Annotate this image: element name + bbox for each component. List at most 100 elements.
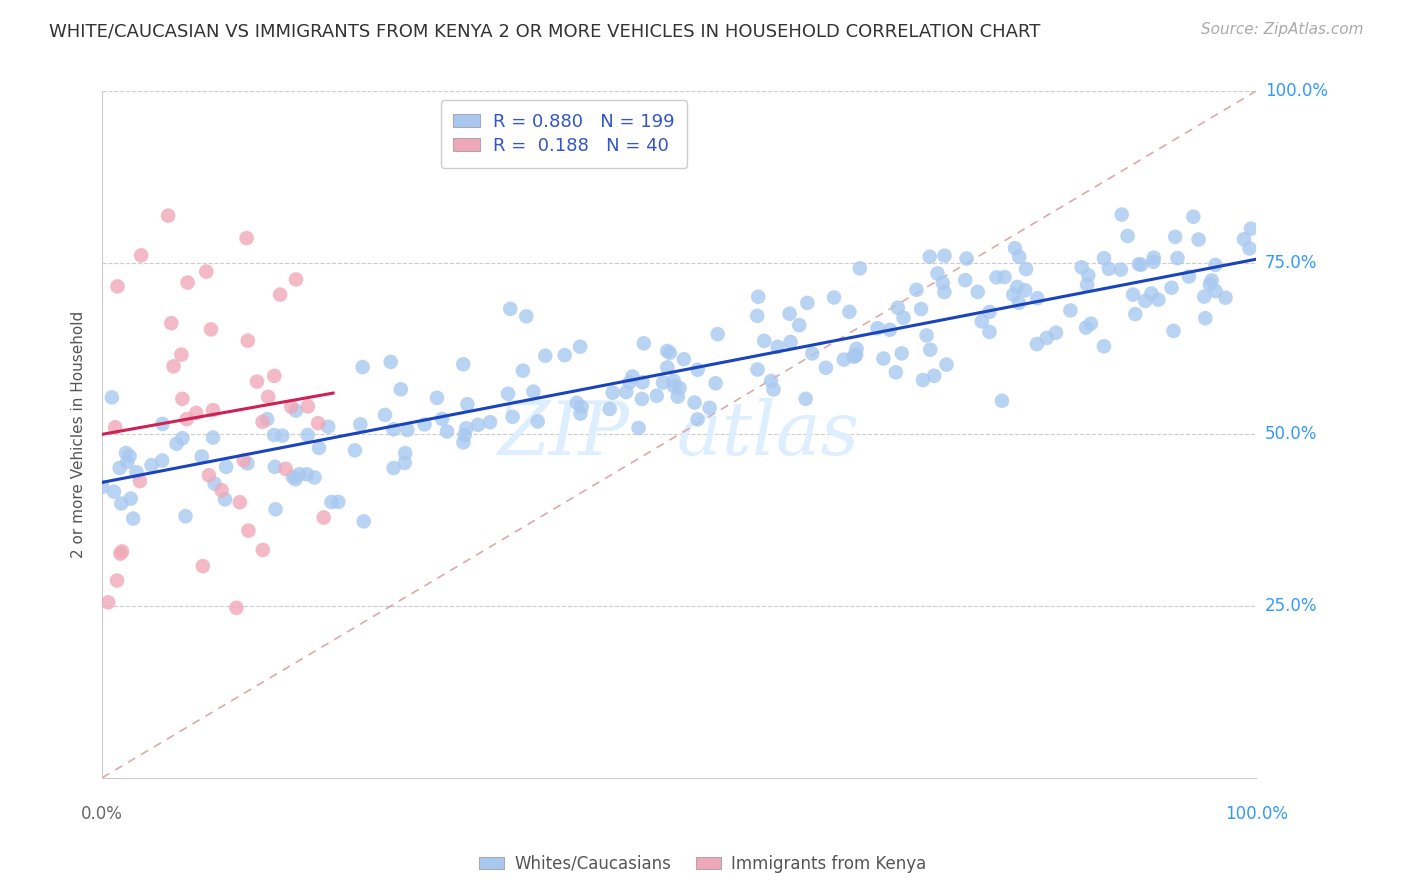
Point: [281, 470, 304, 484]
Point: [966, 285, 988, 299]
Text: ZIP  atlas: ZIP atlas: [498, 398, 860, 471]
Point: [295, 467, 318, 482]
Point: [832, 352, 855, 367]
Point: [190, 450, 212, 464]
Point: [1070, 260, 1092, 275]
Point: [1128, 257, 1150, 271]
Point: [845, 348, 868, 362]
Point: [932, 276, 955, 290]
Point: [658, 346, 681, 360]
Point: [619, 376, 641, 390]
Point: [172, 431, 194, 445]
Point: [454, 428, 477, 442]
Point: [479, 415, 502, 429]
Point: [683, 395, 706, 409]
Point: [814, 360, 837, 375]
Point: [991, 393, 1014, 408]
Point: [794, 392, 817, 406]
Point: [436, 425, 458, 439]
Point: [1143, 251, 1166, 265]
Point: [893, 310, 915, 325]
Point: [125, 465, 148, 479]
Point: [845, 342, 868, 356]
Point: [256, 412, 278, 426]
Point: [915, 328, 938, 343]
Point: [645, 389, 668, 403]
Point: [1240, 221, 1263, 235]
Point: [879, 323, 901, 337]
Point: [257, 390, 280, 404]
Point: [236, 457, 259, 471]
Point: [1004, 241, 1026, 255]
Point: [1142, 254, 1164, 268]
Point: [211, 483, 233, 498]
Point: [316, 419, 339, 434]
Point: [1167, 251, 1189, 265]
Point: [1045, 326, 1067, 340]
Point: [122, 511, 145, 525]
Point: [759, 374, 782, 388]
Point: [1205, 284, 1227, 298]
Point: [621, 369, 644, 384]
Point: [920, 343, 942, 357]
Point: [456, 397, 478, 411]
Point: [515, 310, 537, 324]
Point: [1123, 307, 1146, 321]
Point: [934, 285, 956, 299]
Point: [1233, 232, 1256, 246]
Point: [382, 461, 405, 475]
Point: [686, 362, 709, 376]
Point: [754, 334, 776, 348]
Point: [1007, 280, 1029, 294]
Point: [1077, 268, 1099, 283]
Point: [1187, 233, 1209, 247]
Point: [935, 358, 957, 372]
Point: [1122, 287, 1144, 301]
Point: [1098, 261, 1121, 276]
Point: [779, 334, 801, 349]
Point: [214, 492, 236, 507]
Point: [202, 403, 225, 417]
Text: 100.0%: 100.0%: [1225, 805, 1288, 823]
Point: [1076, 277, 1098, 292]
Point: [201, 431, 224, 445]
Point: [141, 458, 163, 473]
Point: [838, 305, 860, 319]
Point: [128, 474, 150, 488]
Point: [105, 574, 128, 588]
Point: [668, 381, 690, 395]
Point: [918, 250, 941, 264]
Point: [631, 392, 654, 406]
Point: [672, 352, 695, 367]
Point: [766, 340, 789, 354]
Point: [236, 334, 259, 348]
Point: [534, 349, 557, 363]
Point: [104, 420, 127, 434]
Point: [1239, 241, 1261, 255]
Point: [413, 417, 436, 432]
Text: WHITE/CAUCASIAN VS IMMIGRANTS FROM KENYA 2 OR MORE VEHICLES IN HOUSEHOLD CORRELA: WHITE/CAUCASIAN VS IMMIGRANTS FROM KENYA…: [49, 22, 1040, 40]
Point: [522, 384, 544, 399]
Y-axis label: 2 or more Vehicles in Household: 2 or more Vehicles in Household: [72, 310, 86, 558]
Point: [91, 480, 114, 494]
Point: [1111, 207, 1133, 221]
Point: [215, 459, 238, 474]
Point: [349, 417, 371, 432]
Point: [200, 322, 222, 336]
Point: [1163, 324, 1185, 338]
Point: [657, 343, 679, 358]
Point: [706, 327, 728, 342]
Point: [662, 374, 685, 388]
Point: [1015, 262, 1038, 277]
Point: [657, 360, 679, 375]
Point: [160, 316, 183, 330]
Point: [394, 446, 416, 460]
Point: [353, 514, 375, 528]
Point: [571, 400, 593, 414]
Point: [1092, 251, 1115, 265]
Point: [979, 305, 1001, 319]
Point: [174, 509, 197, 524]
Point: [1092, 339, 1115, 353]
Point: [232, 453, 254, 467]
Point: [191, 559, 214, 574]
